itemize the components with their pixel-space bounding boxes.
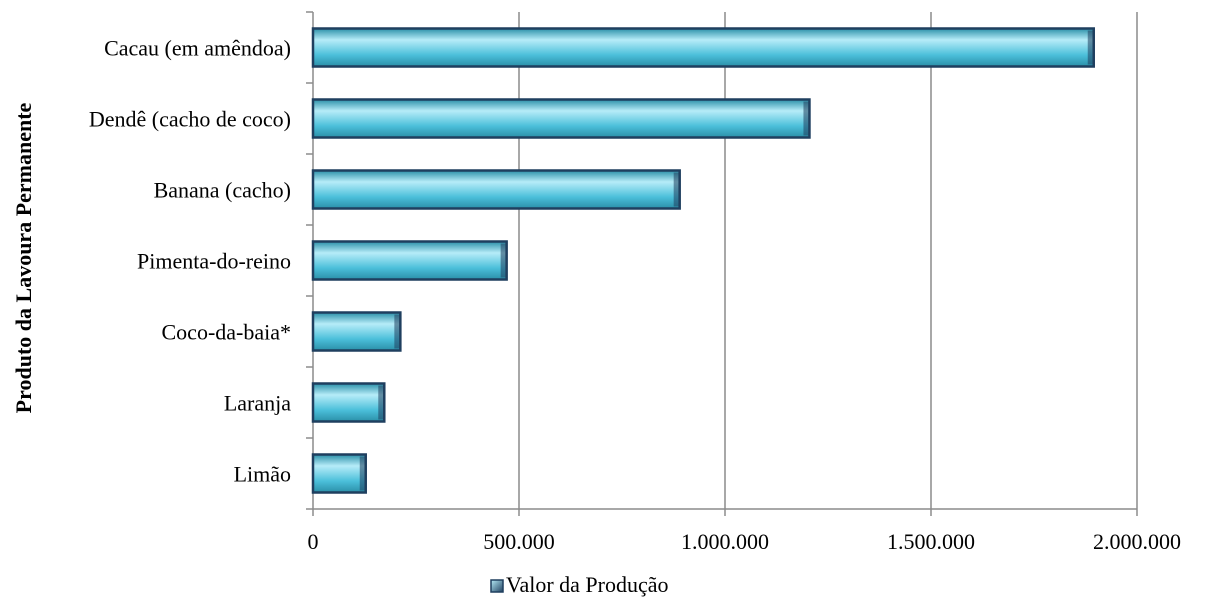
legend-label: Valor da Produção: [506, 572, 669, 597]
bar: [311, 453, 367, 494]
bar-bevel: [394, 314, 400, 349]
y-tick-label: Pimenta-do-reino: [137, 249, 291, 274]
x-tick-label: 1.500.000: [887, 529, 975, 554]
bar-bevel: [378, 385, 384, 420]
x-tick-label: 1.000.000: [681, 529, 769, 554]
y-axis-title: Produto da Lavoura Permanente: [11, 102, 36, 413]
y-tick-label: Banana (cacho): [154, 178, 291, 203]
bar-bevel: [1087, 30, 1093, 65]
y-tick-label: Dendê (cacho de coco): [89, 107, 291, 132]
legend: Valor da Produção: [490, 572, 669, 597]
labels: 0 500.000 1.000.000 1.500.000 2.000.000 Cacau…: [89, 36, 1181, 555]
y-tick-label: Laranja: [224, 391, 291, 416]
bar: [311, 27, 1095, 68]
bar-bevel: [359, 456, 365, 491]
y-tick-label: Cacau (em amêndoa): [104, 36, 291, 61]
gridlines: [518, 12, 1138, 509]
x-tick-label: 0: [308, 529, 319, 554]
bar: [311, 240, 508, 281]
y-tick-label: Limão: [234, 462, 291, 487]
legend-swatch: [490, 579, 504, 593]
bars: [311, 27, 1095, 494]
x-tick-label: 500.000: [483, 529, 555, 554]
bar-bevel: [673, 172, 679, 207]
y-tick-label: Coco-da-baia*: [162, 320, 292, 345]
bar: [311, 169, 681, 210]
x-tick-label: 2.000.000: [1093, 529, 1181, 554]
bar: [311, 98, 811, 139]
bar: [311, 382, 386, 423]
bar-bevel: [500, 243, 506, 278]
bar: [311, 311, 402, 352]
bar-bevel: [803, 101, 809, 136]
